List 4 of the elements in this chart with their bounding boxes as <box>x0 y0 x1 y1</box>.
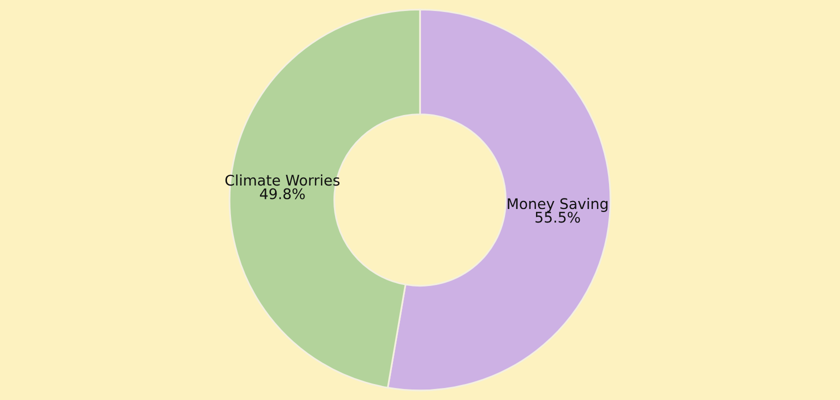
slice-label: Money Saving <box>508 198 608 212</box>
data-label: 55.5% <box>536 212 580 223</box>
slice-label: Climate Worries <box>225 174 340 186</box>
data-label: 49.8% <box>260 188 305 200</box>
